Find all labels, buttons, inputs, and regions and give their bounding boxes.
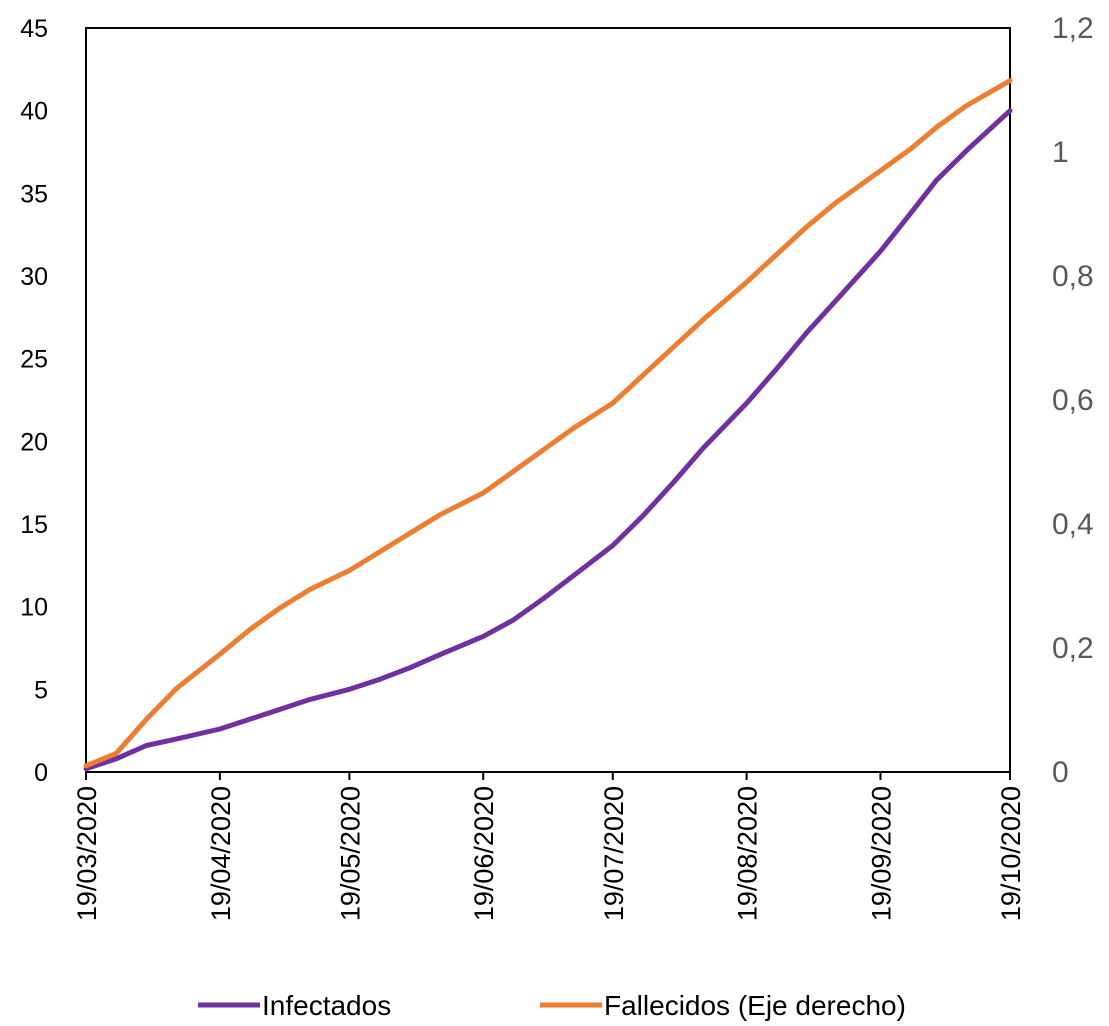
series-lines bbox=[83, 78, 1013, 772]
x-tick-label: 19/10/2020 bbox=[996, 786, 1026, 921]
right-tick-label: 1 bbox=[1052, 136, 1069, 169]
x-tick-label: 19/06/2020 bbox=[469, 786, 499, 921]
x-axis-ticks: 19/03/2020 19/04/2020 19/05/2020 19/06/2020… bbox=[72, 772, 1026, 921]
right-tick-label: 0,4 bbox=[1052, 508, 1094, 541]
x-tick-label: 19/07/2020 bbox=[599, 786, 629, 921]
series-line-infectados bbox=[83, 108, 1013, 772]
x-tick-label: 19/05/2020 bbox=[335, 786, 365, 921]
left-tick-label: 45 bbox=[20, 15, 48, 43]
legend-label-infectados: Infectados bbox=[262, 990, 391, 1021]
left-tick-label: 0 bbox=[34, 759, 48, 787]
x-tick-label: 19/03/2020 bbox=[72, 786, 102, 921]
right-tick-label: 0,6 bbox=[1052, 384, 1094, 417]
right-tick-label: 0 bbox=[1052, 756, 1069, 789]
left-tick-label: 25 bbox=[20, 346, 48, 374]
right-tick-label: 0,8 bbox=[1052, 260, 1094, 293]
left-tick-label: 40 bbox=[20, 98, 48, 126]
left-tick-label: 15 bbox=[20, 511, 48, 539]
left-tick-label: 30 bbox=[20, 263, 48, 291]
plot-area bbox=[85, 27, 1011, 773]
x-tick-label: 19/04/2020 bbox=[206, 786, 236, 921]
legend: Infectados Fallecidos (Eje derecho) bbox=[198, 990, 906, 1021]
left-tick-label: 10 bbox=[20, 594, 48, 622]
x-tick-label: 19/09/2020 bbox=[866, 786, 896, 921]
left-tick-label: 20 bbox=[20, 428, 48, 456]
legend-label-fallecidos: Fallecidos (Eje derecho) bbox=[604, 990, 906, 1021]
series-line-fallecidos bbox=[83, 78, 1013, 769]
x-tick-label: 19/08/2020 bbox=[733, 786, 763, 921]
right-tick-label: 1,2 bbox=[1052, 12, 1094, 45]
right-tick-label: 0,2 bbox=[1052, 632, 1094, 665]
left-axis-ticks: 0 5 10 15 20 25 30 35 40 45 bbox=[20, 15, 48, 787]
left-tick-label: 35 bbox=[20, 180, 48, 208]
right-axis-ticks: 0 0,2 0,4 0,6 0,8 1 1,2 bbox=[1052, 12, 1094, 789]
left-tick-label: 5 bbox=[34, 676, 48, 704]
